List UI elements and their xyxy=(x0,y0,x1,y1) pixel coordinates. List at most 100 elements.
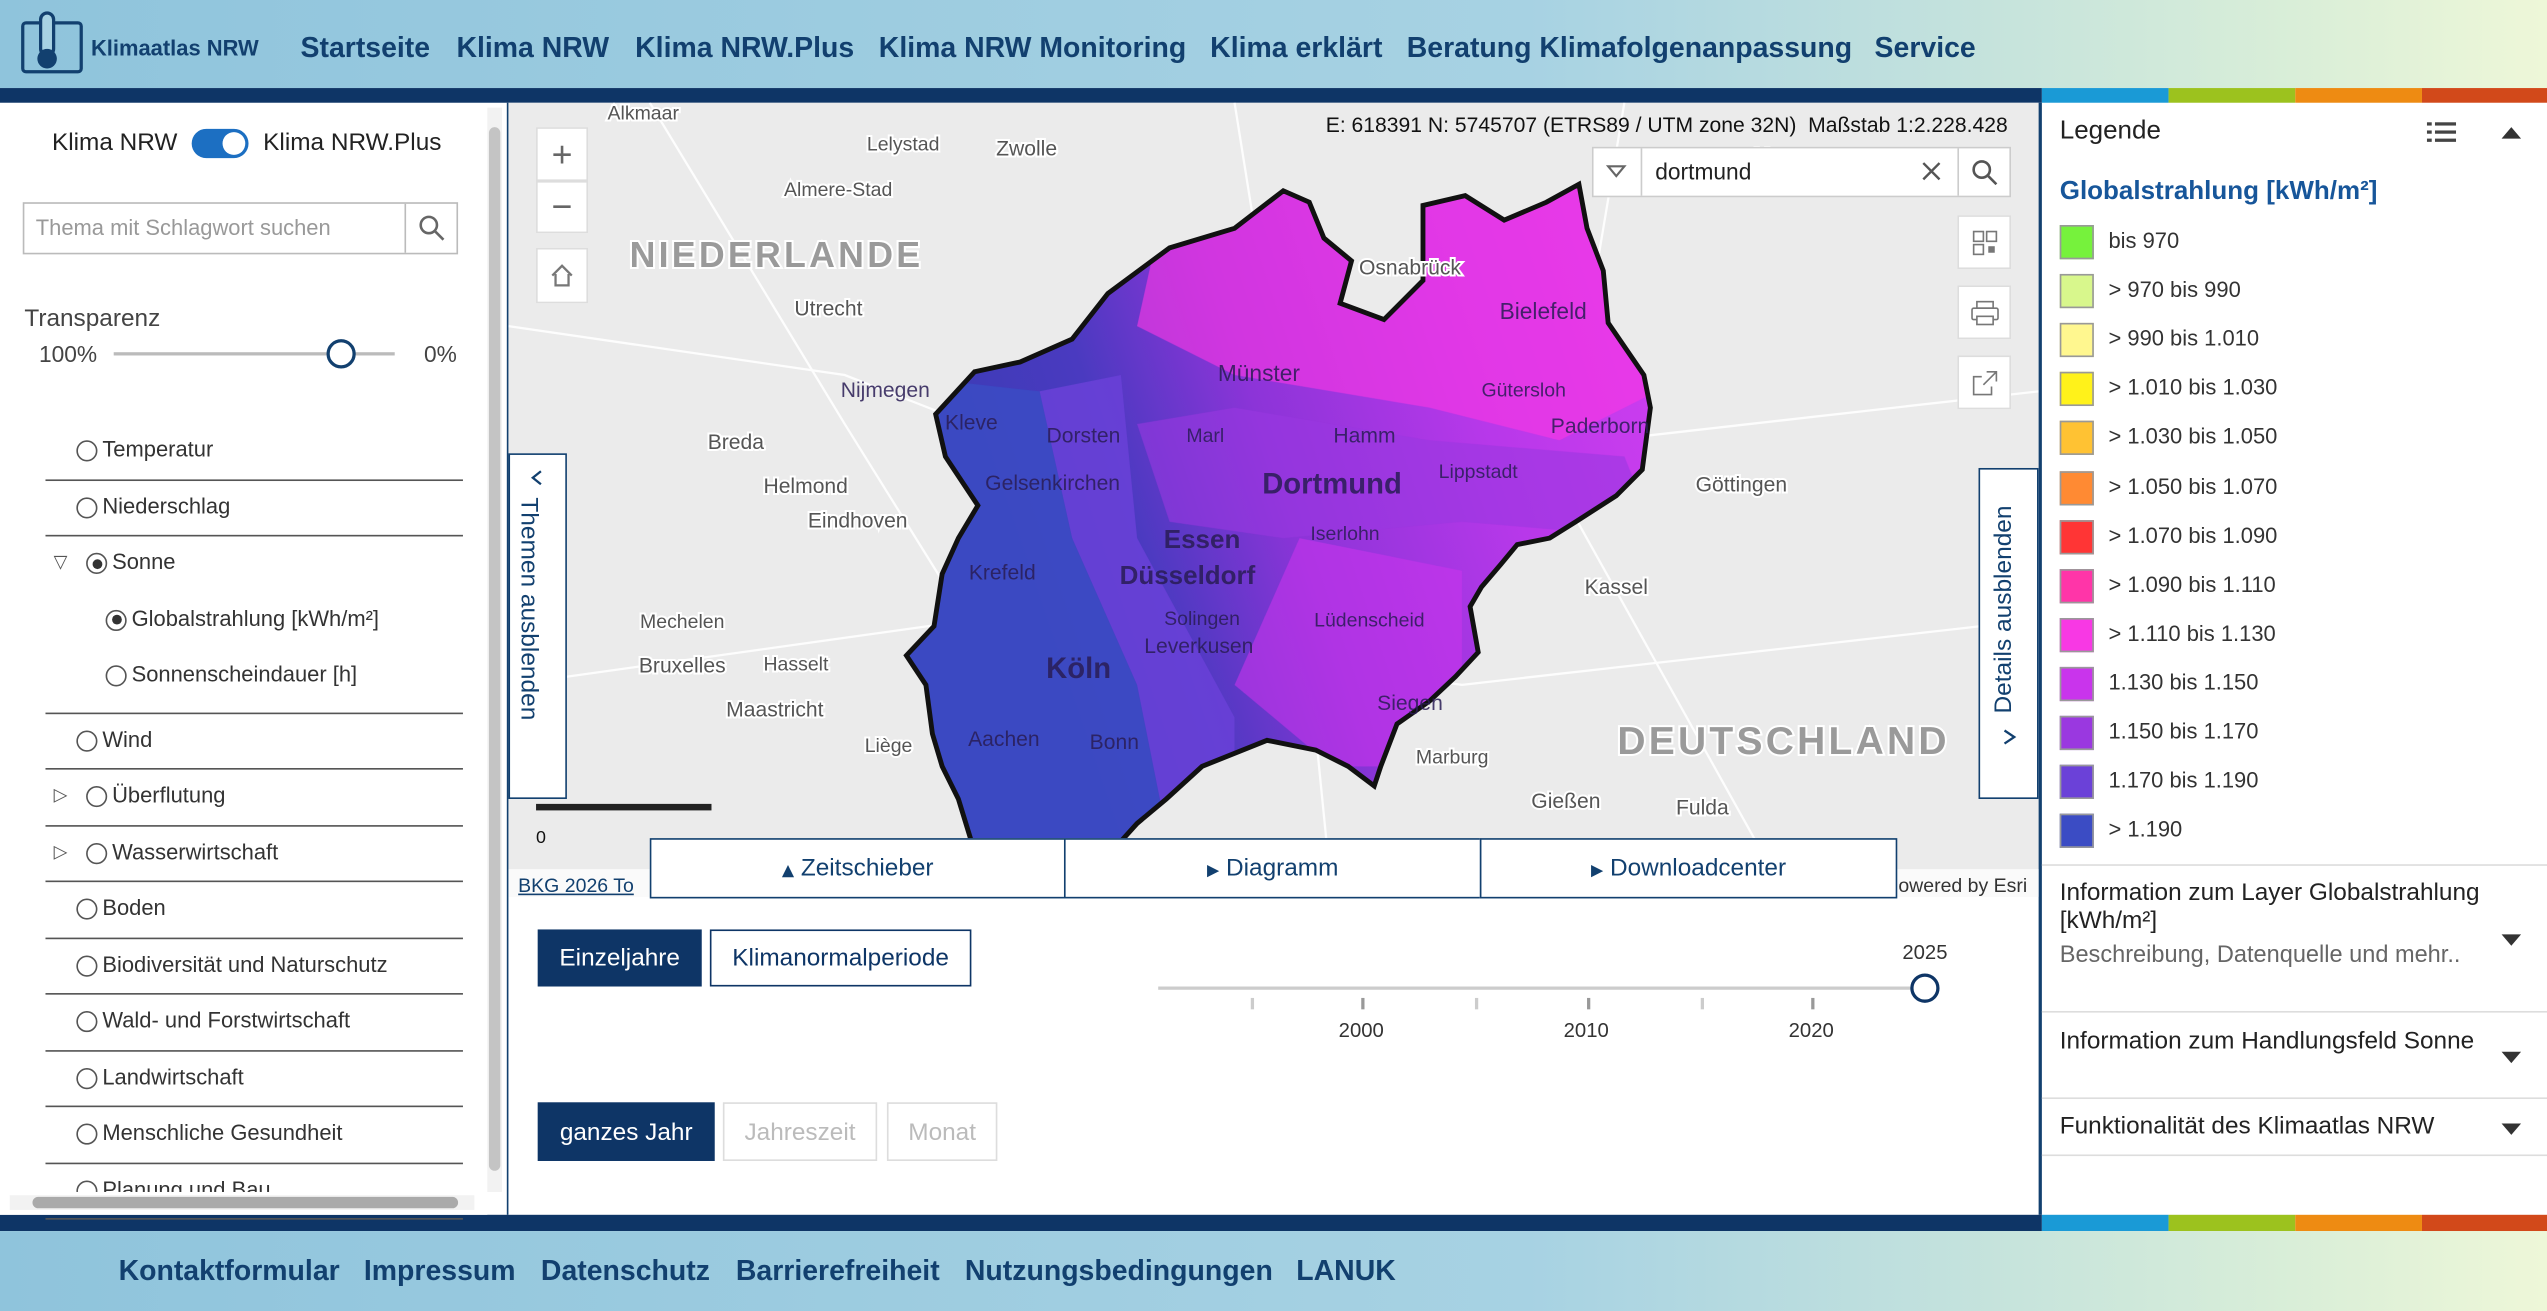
tab-label: Downloadcenter xyxy=(1610,854,1787,883)
stripe xyxy=(2421,1214,2547,1232)
expand-toggle[interactable]: ▷ xyxy=(53,842,68,863)
hide-details-tab[interactable]: Details ausblenden xyxy=(1978,467,2039,799)
nav-link[interactable]: Beratung Klimafolgenanpassung xyxy=(1406,30,1853,64)
radio[interactable] xyxy=(76,1067,98,1089)
legend-swatch xyxy=(2059,274,2094,309)
period-button[interactable]: Monat xyxy=(886,1102,998,1161)
search-dropdown[interactable] xyxy=(1605,161,1628,181)
footer-link[interactable]: Nutzungsbedingungen xyxy=(964,1253,1273,1287)
radio[interactable] xyxy=(76,955,98,977)
legend-label: > 1.090 bis 1.110 xyxy=(2108,571,2276,597)
qr-button[interactable] xyxy=(1957,215,2012,270)
topic-label[interactable]: Globalstrahlung [kWh/m²] xyxy=(131,606,379,631)
radio[interactable] xyxy=(86,842,108,864)
legend-label: > 1.010 bis 1.030 xyxy=(2108,375,2278,400)
zone xyxy=(1039,375,1235,842)
radio[interactable] xyxy=(76,440,98,462)
map[interactable]: NIEDERLANDE DEUTSCHLAND Dortmund Köln Düssel… xyxy=(508,102,2039,897)
info-title[interactable]: Information zum Layer Globalstrahlung [k… xyxy=(2059,878,2480,935)
map-label: Lüdenscheid xyxy=(1314,609,1424,631)
topic-label[interactable]: Sonne xyxy=(112,549,176,575)
clear-icon[interactable] xyxy=(1920,160,1943,183)
nav-link[interactable]: Service xyxy=(1874,30,1976,64)
period-button[interactable]: Jahreszeit xyxy=(722,1102,878,1161)
tab-label: Diagramm xyxy=(1226,854,1339,883)
legend-swatch xyxy=(2059,813,2094,849)
year-knob[interactable] xyxy=(1910,973,1940,1003)
print-button[interactable] xyxy=(1957,285,2012,340)
radio[interactable] xyxy=(76,496,98,519)
legend-swatch xyxy=(2059,764,2094,800)
radio[interactable] xyxy=(105,665,127,687)
footer-link[interactable]: Datenschutz xyxy=(540,1253,710,1287)
topic-label[interactable]: Menschliche Gesundheit xyxy=(102,1120,343,1146)
search-box[interactable] xyxy=(22,202,459,255)
home-button[interactable] xyxy=(536,247,589,304)
layer-title: Globalstrahlung [kWh/m²] xyxy=(2059,177,2378,206)
radio-dot xyxy=(91,558,102,569)
radio[interactable] xyxy=(76,730,98,752)
nav-link[interactable]: Klima NRW xyxy=(456,30,610,64)
toggle-switch[interactable] xyxy=(191,128,249,159)
radio[interactable] xyxy=(76,1011,98,1033)
zoom-in[interactable]: + xyxy=(536,127,589,181)
legend-label: > 1.190 xyxy=(2108,817,2183,842)
expand-toggle[interactable]: ▽ xyxy=(53,553,68,573)
topic-label[interactable]: Wasserwirtschaft xyxy=(112,839,279,864)
radio[interactable] xyxy=(86,786,108,808)
zone xyxy=(1137,407,1651,539)
nav-link[interactable]: Klima erklärt xyxy=(1210,30,1383,64)
topic-label[interactable]: Temperatur xyxy=(102,437,214,462)
coord-text: E: 618391 N: 5745707 (ETRS89 / UTM zone … xyxy=(1325,112,1797,137)
expand-toggle[interactable]: ▷ xyxy=(53,786,68,806)
attribution[interactable]: BKG 2026 To xyxy=(518,874,634,897)
footer-link[interactable]: Impressum xyxy=(363,1253,516,1287)
mode-button[interactable]: Einzeljahre xyxy=(537,929,702,987)
topic-label[interactable]: Niederschlag xyxy=(102,493,231,519)
nav-link[interactable]: Startseite xyxy=(300,30,431,64)
map-label: Alkmaar xyxy=(608,103,680,125)
footer-link[interactable]: Barrierefreiheit xyxy=(735,1253,940,1287)
topic-label[interactable]: Biodiversität und Naturschutz xyxy=(102,951,388,977)
topic-label[interactable]: Sonnenscheindauer [h] xyxy=(131,662,358,687)
legend-label: bis 970 xyxy=(2108,228,2180,253)
search-icon[interactable] xyxy=(417,214,446,243)
map-search[interactable] xyxy=(1591,146,2012,198)
period-button[interactable]: ganzes Jahr xyxy=(537,1102,715,1161)
topic-label[interactable]: Boden xyxy=(102,895,166,921)
coordinates: E: 618391 N: 5745707 (ETRS89 / UTM zone … xyxy=(1218,112,2008,137)
info-title[interactable]: Funktionalität des Klimaatlas NRW xyxy=(2059,1112,2435,1140)
map-scale: Maßstab 1:2.228.428 xyxy=(1808,112,2008,137)
radio[interactable] xyxy=(76,1123,98,1146)
mode-button[interactable]: Klimanormalperiode xyxy=(709,929,972,987)
collapse-icon[interactable] xyxy=(2500,124,2523,140)
topic-label[interactable]: Wald- und Forstwirtschaft xyxy=(102,1008,351,1033)
tab[interactable]: ▸ Diagramm xyxy=(1063,838,1482,899)
tab[interactable]: ▴ Zeitschieber xyxy=(649,838,1066,899)
topic-label[interactable]: Landwirtschaft xyxy=(102,1064,244,1089)
expand-icon[interactable] xyxy=(2500,931,2523,947)
tab[interactable]: ▸ Downloadcenter xyxy=(1479,838,1898,899)
list-icon[interactable] xyxy=(2426,119,2457,145)
search-icon[interactable] xyxy=(1970,158,1999,187)
share-button[interactable] xyxy=(1957,355,2012,410)
footer-link[interactable]: LANUK xyxy=(1296,1253,1396,1287)
nav-link[interactable]: Klima NRW Monitoring xyxy=(878,30,1187,64)
map-label: Düsseldorf xyxy=(1120,560,1256,590)
zoom-out[interactable]: − xyxy=(536,180,589,234)
expand-icon[interactable] xyxy=(2500,1120,2523,1136)
header xyxy=(0,0,2547,89)
logo-text[interactable]: Klimaatlas NRW xyxy=(90,35,259,61)
slider-max: 0% xyxy=(423,340,457,367)
hide-topics-tab[interactable]: Themen ausblenden xyxy=(508,453,567,799)
topic-label[interactable]: Überflutung xyxy=(112,783,226,808)
map-label: Gelsenkirchen xyxy=(985,472,1120,495)
scalebar-label: 0 xyxy=(536,828,547,848)
footer-link[interactable]: Kontaktformular xyxy=(118,1253,340,1287)
expand-icon[interactable] xyxy=(2500,1048,2523,1064)
info-title[interactable]: Information zum Handlungsfeld Sonne xyxy=(2059,1027,2475,1055)
radio[interactable] xyxy=(76,898,98,921)
nav-link[interactable]: Klima NRW.Plus xyxy=(635,30,855,64)
topic-label[interactable]: Wind xyxy=(102,726,153,752)
transparency-knob[interactable] xyxy=(326,339,356,369)
